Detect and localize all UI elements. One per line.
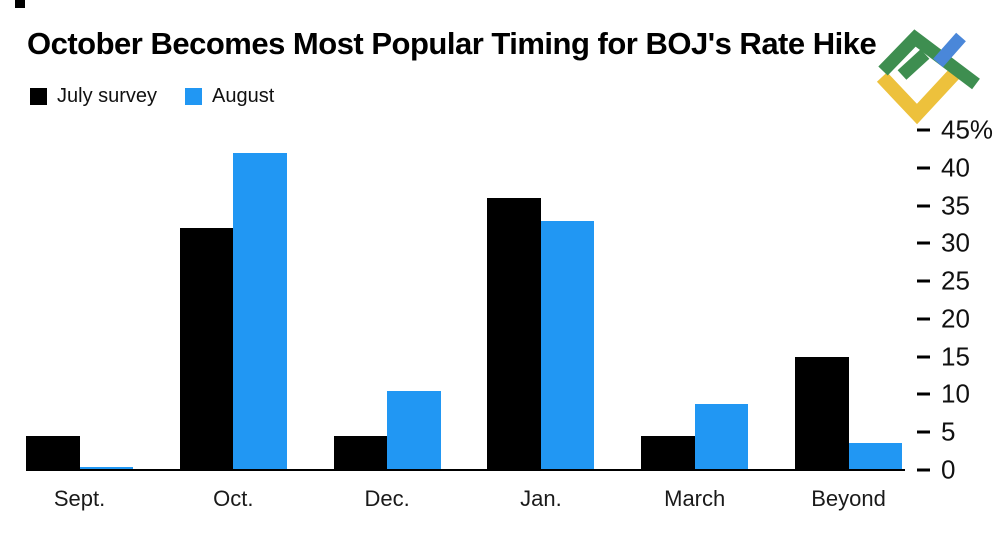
bar-jan-august <box>540 221 595 470</box>
y-axis-tick-15: 15 <box>917 341 970 372</box>
y-axis-tick-label: 30 <box>941 227 970 258</box>
tick-mark <box>917 392 930 396</box>
y-axis-tick-0: 0 <box>917 455 955 486</box>
x-axis-label-march: March <box>664 486 726 511</box>
y-axis-tick-label: 35 <box>941 190 970 221</box>
tick-mark <box>917 430 930 434</box>
y-axis-tick-label: 20 <box>941 303 970 334</box>
legend-item-august: August <box>185 85 274 108</box>
y-axis-tick-label: 45% <box>941 114 994 145</box>
tick-mark <box>917 355 930 359</box>
logo-green-zigzag <box>878 29 980 90</box>
y-axis-tick-30: 30 <box>917 228 970 259</box>
tick-mark <box>917 468 930 472</box>
y-axis-tick-5: 5 <box>917 417 955 448</box>
tick-mark <box>917 128 930 132</box>
bar-jan-july-survey <box>487 198 541 470</box>
logo-blue-stroke <box>933 32 966 68</box>
tick-mark <box>917 241 930 245</box>
tick-mark <box>917 166 930 170</box>
y-axis-tick-label: 10 <box>941 378 970 409</box>
bar-dec-august <box>387 391 441 470</box>
bar-dec-july-survey <box>333 436 388 470</box>
tick-mark <box>917 279 930 283</box>
y-axis-tick-label: 5 <box>941 416 956 447</box>
y-axis-tick-25: 25 <box>917 266 970 297</box>
x-axis-label-dec: Dec. <box>364 486 410 511</box>
bar-oct-august <box>233 153 287 470</box>
tick-mark <box>917 317 930 321</box>
y-axis-tick-label: 25 <box>941 265 970 296</box>
y-axis-tick-40: 40 <box>917 152 970 183</box>
y-axis-tick-35: 35 <box>917 190 970 221</box>
corner-artifact <box>15 0 25 8</box>
y-axis-tick-label: 0 <box>941 454 956 485</box>
logo-green-inner-stroke <box>897 49 930 80</box>
y-axis-tick-10: 10 <box>917 379 970 410</box>
y-axis-tick-label: 15 <box>941 341 970 372</box>
bar-march-august <box>694 404 749 470</box>
bar-march-july-survey <box>641 436 695 470</box>
litefinance-logo <box>876 29 980 125</box>
bar-beyond-august <box>848 443 902 470</box>
x-axis-label-oct: Oct. <box>213 486 254 511</box>
bar-sept-july-survey <box>26 436 80 470</box>
logo-yellow-check <box>876 68 961 125</box>
chart-legend: July survey August <box>30 85 274 108</box>
chart-title: October Becomes Most Popular Timing for … <box>27 26 877 61</box>
legend-swatch-blue <box>185 88 203 105</box>
bar-oct-july-survey <box>179 228 234 470</box>
y-axis-tick-label: 40 <box>941 152 970 183</box>
x-axis-label-sept: Sept. <box>53 486 106 511</box>
bar-sept-august <box>79 467 133 470</box>
legend-item-july-survey: July survey <box>30 85 157 108</box>
y-axis-tick-45: 45% <box>917 115 993 146</box>
y-axis-tick-20: 20 <box>917 303 970 334</box>
x-axis-line <box>26 469 905 471</box>
x-axis-label-beyond: Beyond <box>811 486 886 511</box>
x-axis-label-jan: Jan. <box>520 486 562 511</box>
legend-label: August <box>212 85 275 107</box>
legend-label: July survey <box>57 85 158 107</box>
tick-mark <box>917 204 930 208</box>
legend-swatch-black <box>30 88 47 105</box>
bar-beyond-july-survey <box>795 357 849 470</box>
